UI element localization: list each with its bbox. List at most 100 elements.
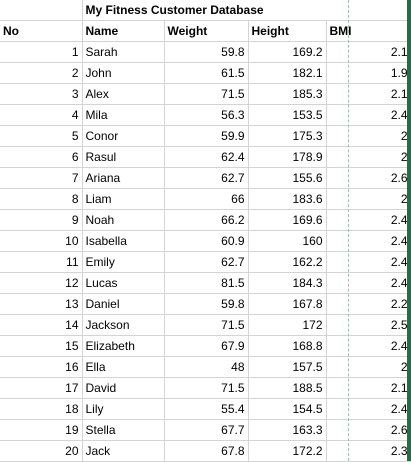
cell-no[interactable]: 1	[0, 41, 83, 63]
cell-bmi[interactable]: 2.4	[326, 398, 411, 420]
cell-weight[interactable]: 71.5	[164, 377, 249, 399]
cell-bmi[interactable]: 2.6	[326, 419, 411, 441]
cell-bmi[interactable]: 2.2	[326, 293, 411, 315]
cell-no[interactable]: 15	[0, 335, 83, 357]
cell-height[interactable]: 154.5	[248, 398, 327, 420]
cell-name[interactable]: Stella	[82, 419, 165, 441]
cell-no[interactable]: 12	[0, 272, 83, 294]
cell-bmi[interactable]: 2	[326, 125, 411, 147]
cell-weight[interactable]: 81.5	[164, 272, 249, 294]
cell-name[interactable]: Rasul	[82, 146, 165, 168]
cell-name[interactable]: Ariana	[82, 167, 165, 189]
cell-bmi[interactable]: 2	[326, 146, 411, 168]
cell-name[interactable]: Emily	[82, 251, 165, 273]
cell-name[interactable]: David	[82, 377, 165, 399]
cell-name[interactable]: Jackson	[82, 314, 165, 336]
cell-height[interactable]: 172	[248, 314, 327, 336]
cell-height[interactable]: 185.3	[248, 83, 327, 105]
cell-height[interactable]: 153.5	[248, 104, 327, 126]
column-header-no[interactable]: No	[0, 20, 83, 42]
cell-no[interactable]: 17	[0, 377, 83, 399]
cell-height[interactable]: 169.6	[248, 209, 327, 231]
cell-name[interactable]: Elizabeth	[82, 335, 165, 357]
cell-bmi[interactable]: 2.3	[326, 440, 411, 462]
cell-no[interactable]: 10	[0, 230, 83, 252]
cell-weight[interactable]: 67.8	[164, 440, 249, 462]
cell-bmi[interactable]: 2.4	[326, 251, 411, 273]
cell-name[interactable]: Liam	[82, 188, 165, 210]
cell-no[interactable]: 2	[0, 62, 83, 84]
cell-height[interactable]: 175.3	[248, 125, 327, 147]
column-header-name[interactable]: Name	[82, 20, 165, 42]
cell-weight[interactable]: 66	[164, 188, 249, 210]
cell-height[interactable]: 157.5	[248, 356, 327, 378]
cell-weight[interactable]: 61.5	[164, 62, 249, 84]
cell-no[interactable]: 11	[0, 251, 83, 273]
cell-weight[interactable]: 48	[164, 356, 249, 378]
cell-name[interactable]: Alex	[82, 83, 165, 105]
cell-name[interactable]: Daniel	[82, 293, 165, 315]
cell-name[interactable]: Noah	[82, 209, 165, 231]
column-header-height[interactable]: Height	[248, 20, 327, 42]
cell-weight[interactable]: 67.7	[164, 419, 249, 441]
cell-bmi[interactable]: 2.4	[326, 272, 411, 294]
cell-weight[interactable]: 71.5	[164, 83, 249, 105]
cell-bmi[interactable]: 2	[326, 188, 411, 210]
cell-name[interactable]: Isabella	[82, 230, 165, 252]
cell-name[interactable]: Ella	[82, 356, 165, 378]
cell-no[interactable]: 18	[0, 398, 83, 420]
cell-weight[interactable]: 71.5	[164, 314, 249, 336]
cell-no[interactable]: 5	[0, 125, 83, 147]
cell-bmi[interactable]: 2.1	[326, 41, 411, 63]
column-header-weight[interactable]: Weight	[164, 20, 249, 42]
cell-no[interactable]: 13	[0, 293, 83, 315]
cell-bmi[interactable]: 2.5	[326, 314, 411, 336]
cell-height[interactable]: 182.1	[248, 62, 327, 84]
cell-height[interactable]: 172.2	[248, 440, 327, 462]
cell-bmi[interactable]: 1.9	[326, 62, 411, 84]
cell-weight[interactable]: 59.8	[164, 293, 249, 315]
cell-bmi[interactable]: 2.1	[326, 377, 411, 399]
cell-no[interactable]: 16	[0, 356, 83, 378]
cell-weight[interactable]: 59.8	[164, 41, 249, 63]
cell-bmi[interactable]: 2	[326, 356, 411, 378]
cell-weight[interactable]: 62.4	[164, 146, 249, 168]
cell-height[interactable]: 188.5	[248, 377, 327, 399]
cell-height[interactable]: 183.6	[248, 188, 327, 210]
cell-name[interactable]: Lucas	[82, 272, 165, 294]
cell-weight[interactable]: 60.9	[164, 230, 249, 252]
cell-bmi[interactable]: 2.6	[326, 167, 411, 189]
cell-height[interactable]: 160	[248, 230, 327, 252]
cell-a1[interactable]	[0, 0, 83, 21]
cell-no[interactable]: 8	[0, 188, 83, 210]
cell-weight[interactable]: 56.3	[164, 104, 249, 126]
cell-weight[interactable]: 55.4	[164, 398, 249, 420]
cell-height[interactable]: 155.6	[248, 167, 327, 189]
cell-no[interactable]: 20	[0, 440, 83, 462]
cell-weight[interactable]: 62.7	[164, 167, 249, 189]
cell-name[interactable]: Mila	[82, 104, 165, 126]
cell-bmi[interactable]: 2.1	[326, 83, 411, 105]
cell-height[interactable]: 168.8	[248, 335, 327, 357]
cell-bmi[interactable]: 2.4	[326, 209, 411, 231]
cell-name[interactable]: Sarah	[82, 41, 165, 63]
column-header-bmi[interactable]: BMI	[326, 20, 411, 42]
cell-weight[interactable]: 67.9	[164, 335, 249, 357]
cell-name[interactable]: Lily	[82, 398, 165, 420]
cell-height[interactable]: 178.9	[248, 146, 327, 168]
cell-no[interactable]: 7	[0, 167, 83, 189]
cell-name[interactable]: Jack	[82, 440, 165, 462]
cell-no[interactable]: 9	[0, 209, 83, 231]
cell-height[interactable]: 163.3	[248, 419, 327, 441]
cell-no[interactable]: 14	[0, 314, 83, 336]
cell-no[interactable]: 6	[0, 146, 83, 168]
cell-bmi[interactable]: 2.4	[326, 335, 411, 357]
cell-height[interactable]: 169.2	[248, 41, 327, 63]
cell-name[interactable]: John	[82, 62, 165, 84]
cell-no[interactable]: 19	[0, 419, 83, 441]
cell-height[interactable]: 162.2	[248, 251, 327, 273]
cell-bmi[interactable]: 2.4	[326, 230, 411, 252]
cell-bmi[interactable]: 2.4	[326, 104, 411, 126]
cell-no[interactable]: 4	[0, 104, 83, 126]
cell-height[interactable]: 167.8	[248, 293, 327, 315]
